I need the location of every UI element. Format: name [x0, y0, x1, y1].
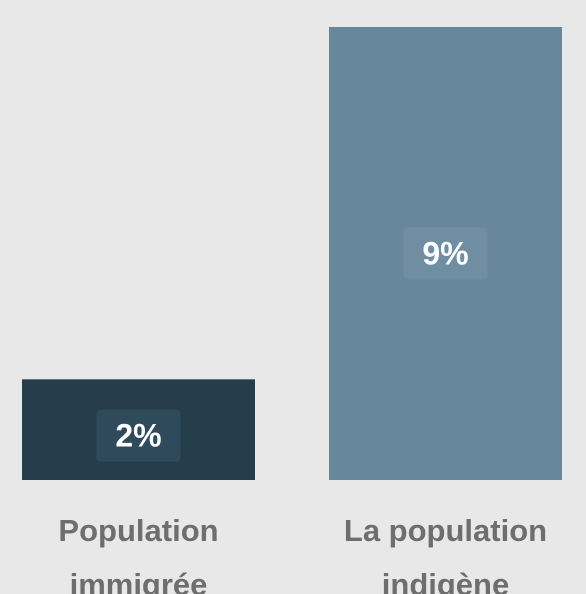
value-labels-group: 2% 9%: [96, 227, 488, 462]
category-label-1-line-1: Population: [58, 513, 218, 548]
category-label-2-line-1: La population: [344, 513, 547, 548]
category-labels-group: Population immigrée La population indigène: [58, 513, 547, 594]
value-label-2: 9%: [422, 236, 468, 272]
value-label-box-2: [403, 227, 488, 280]
value-label-1: 2%: [115, 418, 161, 454]
category-label-1-line-2: immigrée: [70, 567, 208, 594]
category-label-2: La population indigène: [344, 513, 547, 594]
category-label-2-line-2: indigène: [382, 567, 509, 594]
category-label-1: Population immigrée: [58, 513, 218, 594]
value-label-box-1: [96, 409, 181, 462]
